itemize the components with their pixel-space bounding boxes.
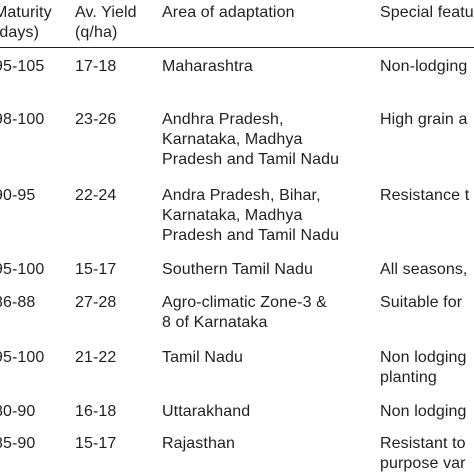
row-4-yield: 15-17 [75, 261, 117, 278]
header-maturity: Maturity (days) [0, 3, 52, 43]
row-2-feature: High grain a [380, 110, 467, 130]
row-3-area-line2: Karnataka, Madhya [162, 207, 303, 224]
header-yield-line2: (q/ha) [75, 24, 118, 41]
row-5-area-line1: Agro-climatic Zone-3 & [162, 294, 327, 311]
row-1-feature-line1: Non-lodging [380, 58, 468, 75]
row-3-feature-line1: Resistance t [380, 187, 470, 204]
row-6-feature-line2: planting [380, 369, 437, 386]
row-6-maturity: 95-100 [0, 349, 45, 366]
row-8-maturity: 85-90 [0, 435, 36, 452]
row-2-area-line3: Pradesh and Tamil Nadu [162, 151, 340, 168]
header-maturity-line1: Maturity [0, 4, 52, 21]
header-area: Area of adaptation [162, 3, 295, 23]
row-2-feature-line1: High grain a [380, 111, 468, 128]
row-7-area-line1: Uttarakhand [162, 403, 251, 420]
row-3-yield: 22-24 [75, 187, 117, 204]
row-1-maturity: 95-105 [0, 58, 45, 75]
header-feature: Special featu [380, 3, 474, 23]
header-yield: Av. Yield (q/ha) [75, 3, 137, 43]
row-8-feature-line1: Resistant to [380, 435, 466, 452]
row-5-maturity: 86-88 [0, 294, 36, 311]
row-7-feature: Non lodging [380, 402, 467, 422]
row-4-area: Southern Tamil Nadu [162, 260, 313, 280]
row-7-feature-line1: Non lodging [380, 403, 467, 420]
row-1-feature: Non-lodging [380, 57, 467, 77]
row-8-area-line1: Rajasthan [162, 435, 235, 452]
row-3-area-line3: Pradesh and Tamil Nadu [162, 227, 340, 244]
row-6-feature-line1: Non lodging [380, 349, 467, 366]
row-7-area: Uttarakhand [162, 402, 250, 422]
row-3-area: Andra Pradesh, Bihar, Karnataka, Madhya … [162, 186, 339, 246]
row-3-area-line1: Andra Pradesh, Bihar, [162, 187, 321, 204]
row-7-yield: 16-18 [75, 403, 117, 420]
row-2-area: Andhra Pradesh, Karnataka, Madhya Prades… [162, 110, 339, 170]
row-8-area: Rajasthan [162, 434, 235, 454]
header-yield-line1: Av. Yield [75, 4, 137, 21]
header-maturity-line2: (days) [0, 24, 40, 41]
row-5-yield: 27-28 [75, 294, 117, 311]
row-2-maturity: 98-100 [0, 111, 45, 128]
row-6-yield: 21-22 [75, 349, 117, 366]
row-4-maturity: 95-100 [0, 261, 45, 278]
header-rule [0, 47, 474, 48]
row-2-yield: 23-26 [75, 111, 117, 128]
row-5-feature-line1: Suitable for [380, 294, 463, 311]
row-8-yield: 15-17 [75, 435, 117, 452]
row-1-area: Maharashtra [162, 57, 253, 77]
row-4-area-line1: Southern Tamil Nadu [162, 261, 314, 278]
row-7-maturity: 80-90 [0, 403, 36, 420]
row-6-area: Tamil Nadu [162, 348, 243, 368]
row-6-feature: Non lodging planting [380, 348, 467, 388]
row-3-feature: Resistance t [380, 186, 469, 206]
header-area-line1: Area of adaptation [162, 4, 295, 21]
header-feature-line1: Special featu [380, 4, 474, 21]
row-5-feature: Suitable for [380, 293, 462, 313]
row-5-area-line2: 8 of Karnataka [162, 314, 268, 331]
row-5-area: Agro-climatic Zone-3 & 8 of Karnataka [162, 293, 327, 333]
row-4-feature-line1: All seasons, [380, 261, 468, 278]
row-6-area-line1: Tamil Nadu [162, 349, 244, 366]
row-3-maturity: 90-95 [0, 187, 36, 204]
row-2-area-line1: Andhra Pradesh, [162, 111, 284, 128]
row-1-area-line1: Maharashtra [162, 58, 253, 75]
row-8-feature-line2: purpose var [380, 455, 466, 472]
row-8-feature: Resistant to purpose var [380, 434, 466, 474]
row-1-yield: 17-18 [75, 58, 117, 75]
row-2-area-line2: Karnataka, Madhya [162, 131, 303, 148]
row-4-feature: All seasons, [380, 260, 467, 280]
